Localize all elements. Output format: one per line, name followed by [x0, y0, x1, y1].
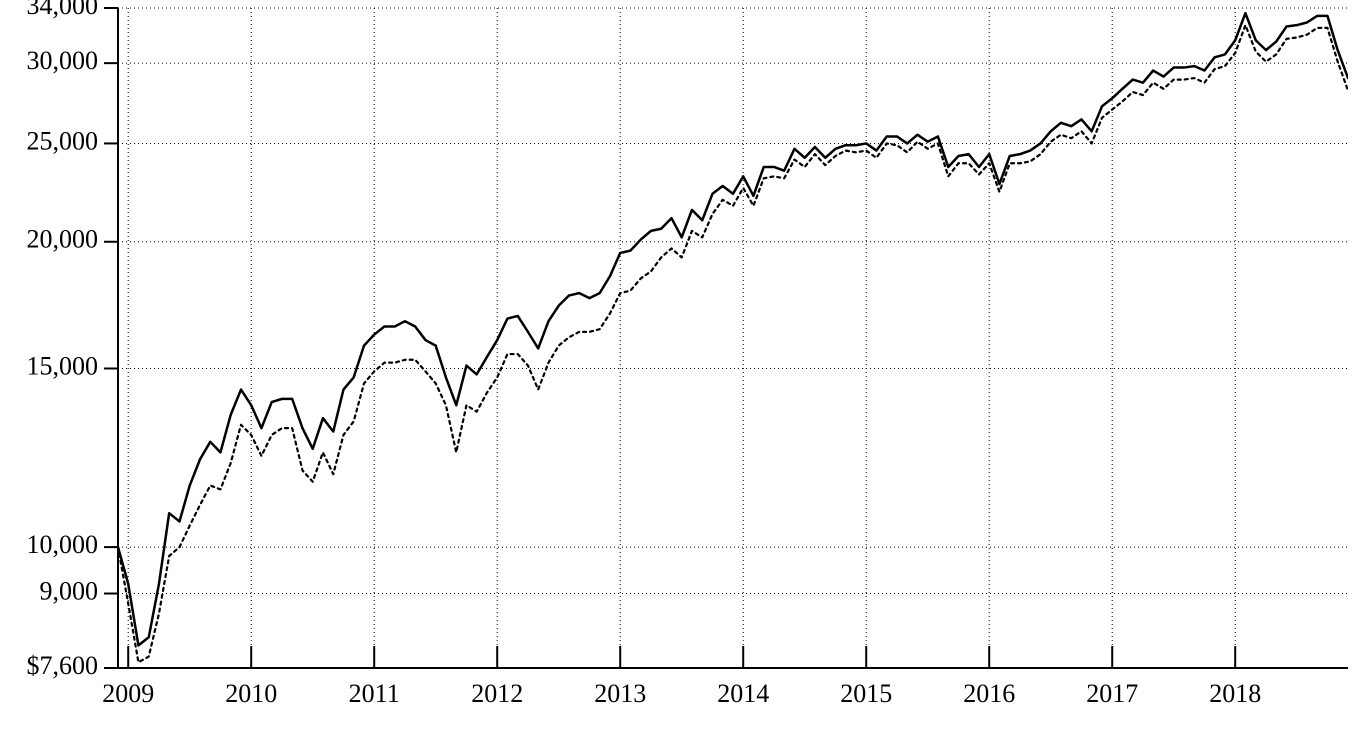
y-tick-label: 25,000	[27, 126, 99, 155]
x-tick-label: 2017	[1086, 679, 1138, 708]
y-tick-label: 9,000	[40, 576, 99, 605]
x-tick-label: 2016	[963, 679, 1015, 708]
x-tick-label: 2018	[1209, 679, 1261, 708]
x-tick-label: 2009	[102, 679, 154, 708]
x-tick-label: 2012	[471, 679, 523, 708]
y-tick-label: 15,000	[27, 351, 99, 380]
x-tick-label: 2010	[225, 679, 277, 708]
x-tick-label: 2013	[594, 679, 646, 708]
y-tick-label: 20,000	[27, 225, 99, 254]
x-tick-label: 2011	[349, 679, 400, 708]
x-tick-label: 2014	[717, 679, 769, 708]
y-tick-label: $7,600	[27, 651, 99, 680]
x-tick-label: 2015	[840, 679, 892, 708]
y-tick-label: 10,000	[27, 530, 99, 559]
growth-chart: $7,600 9,000 10,000 15,000 20,000 25,000 30,00…	[0, 0, 1363, 740]
y-tick-label: 30,000	[27, 46, 99, 75]
y-tick-label: 34,000	[27, 0, 99, 20]
